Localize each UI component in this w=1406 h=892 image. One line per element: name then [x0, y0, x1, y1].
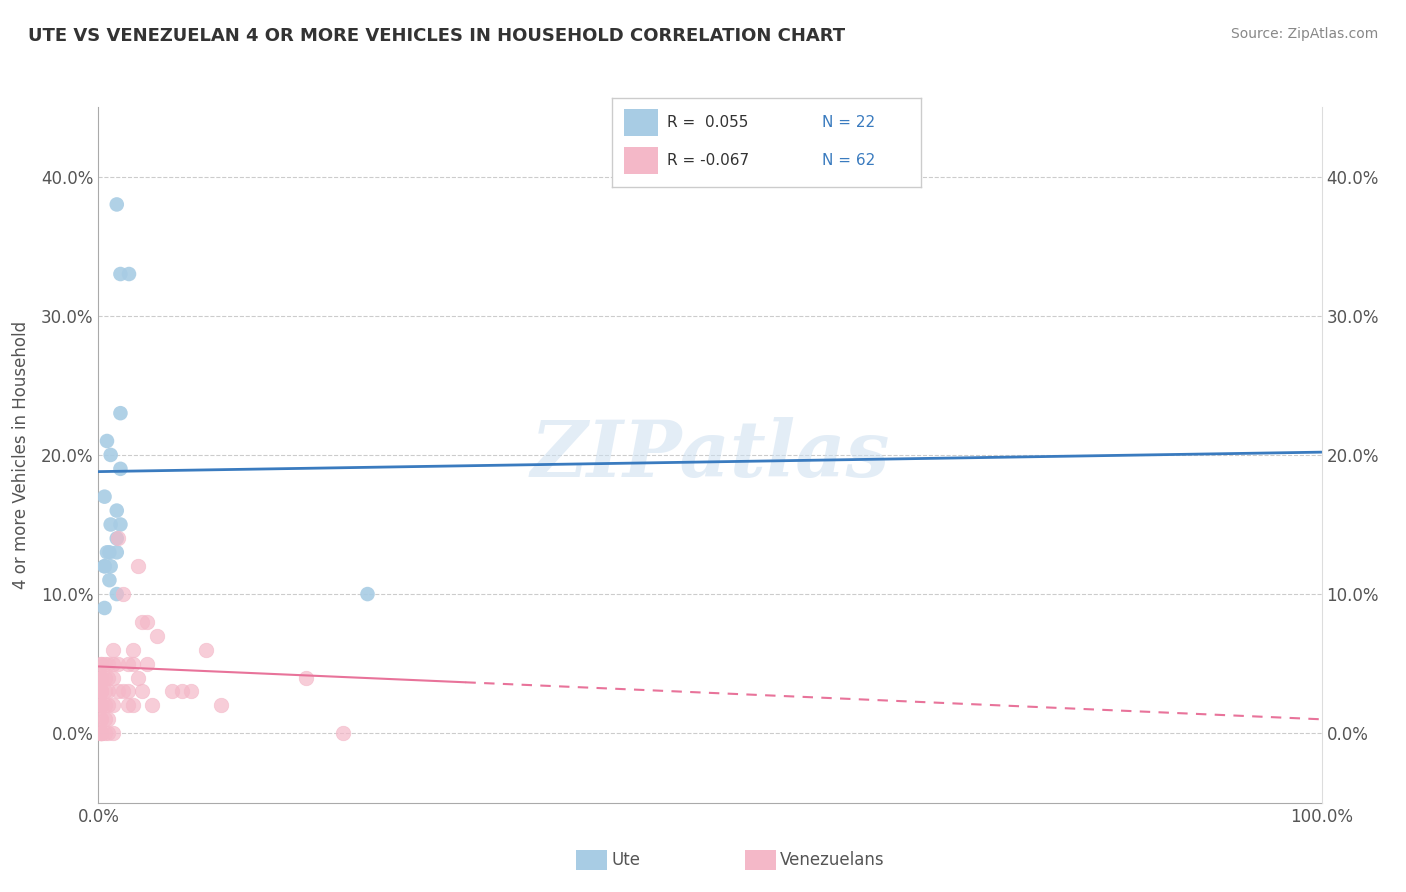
Point [105, 532, 128, 546]
Point [90, 712, 112, 726]
Point [101, 698, 124, 713]
Text: Source: ZipAtlas.com: Source: ZipAtlas.com [1230, 27, 1378, 41]
Point [111, 684, 134, 698]
Point [97, 657, 120, 671]
Text: N = 62: N = 62 [823, 153, 875, 168]
Point [97, 698, 120, 713]
Text: UTE VS VENEZUELAN 4 OR MORE VEHICLES IN HOUSEHOLD CORRELATION CHART: UTE VS VENEZUELAN 4 OR MORE VEHICLES IN … [28, 27, 845, 45]
Point [93, 698, 115, 713]
Text: ZIPatlas: ZIPatlas [530, 417, 890, 493]
Point [332, 726, 354, 740]
Point [90, 726, 112, 740]
Point [93, 490, 115, 504]
Point [136, 615, 159, 629]
Point [100, 517, 122, 532]
Point [93, 559, 115, 574]
Point [90, 698, 112, 713]
Point [117, 657, 139, 671]
Point [93, 657, 115, 671]
Point [90, 684, 112, 698]
Point [107, 532, 129, 546]
Point [105, 197, 128, 211]
Point [90, 698, 112, 713]
Point [356, 587, 378, 601]
Point [90, 671, 112, 685]
Point [118, 267, 141, 281]
Point [100, 559, 122, 574]
Point [97, 684, 120, 698]
Point [90, 657, 112, 671]
Point [101, 657, 124, 671]
Point [295, 671, 318, 685]
Bar [624, 109, 658, 136]
Point [93, 671, 115, 685]
Point [90, 684, 112, 698]
Point [90, 671, 112, 685]
Point [100, 448, 122, 462]
Point [90, 726, 112, 740]
Point [93, 684, 115, 698]
Point [90, 712, 112, 726]
Point [117, 698, 139, 713]
Point [107, 684, 129, 698]
Point [110, 267, 132, 281]
Point [93, 601, 115, 615]
Point [105, 503, 128, 517]
Y-axis label: 4 or more Vehicles in Household: 4 or more Vehicles in Household [11, 321, 30, 589]
Point [117, 684, 139, 698]
Point [90, 684, 112, 698]
Point [98, 545, 121, 559]
Point [195, 642, 218, 657]
Bar [624, 147, 658, 174]
Point [101, 642, 124, 657]
Point [121, 657, 143, 671]
Text: N = 22: N = 22 [823, 115, 875, 129]
Point [131, 615, 153, 629]
Point [111, 587, 134, 601]
Point [127, 671, 149, 685]
Point [131, 684, 153, 698]
Point [96, 545, 118, 559]
Point [160, 684, 183, 698]
Point [141, 698, 163, 713]
Point [90, 698, 112, 713]
Point [93, 726, 115, 740]
Point [110, 406, 132, 420]
Point [97, 712, 120, 726]
Point [209, 698, 232, 713]
Point [121, 698, 143, 713]
Point [93, 712, 115, 726]
Point [97, 671, 120, 685]
Point [98, 573, 121, 587]
Point [105, 545, 128, 559]
Point [121, 642, 143, 657]
Point [97, 726, 120, 740]
Point [90, 726, 112, 740]
Point [170, 684, 193, 698]
Point [96, 434, 118, 448]
Point [110, 517, 132, 532]
Point [127, 559, 149, 574]
Text: Ute: Ute [612, 851, 641, 869]
Text: R =  0.055: R = 0.055 [668, 115, 748, 129]
Point [90, 684, 112, 698]
Point [146, 629, 169, 643]
Point [110, 462, 132, 476]
Point [90, 726, 112, 740]
Text: Venezuelans: Venezuelans [780, 851, 884, 869]
Text: R = -0.067: R = -0.067 [668, 153, 749, 168]
Point [90, 726, 112, 740]
Point [180, 684, 202, 698]
Point [101, 671, 124, 685]
Point [136, 657, 159, 671]
Point [101, 726, 124, 740]
Point [93, 559, 115, 574]
Point [105, 587, 128, 601]
Point [107, 657, 129, 671]
Point [90, 671, 112, 685]
Point [90, 657, 112, 671]
